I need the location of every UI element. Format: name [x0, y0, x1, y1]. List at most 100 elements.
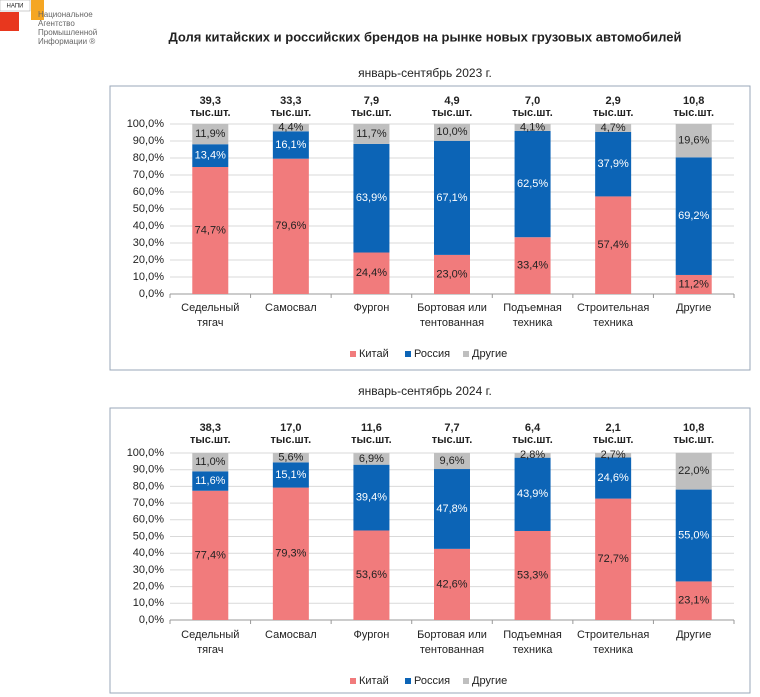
x-tick-label-box: Подъемная техника: [503, 629, 562, 656]
bar-segment: [192, 471, 229, 491]
legend-swatch: [463, 351, 469, 357]
value-label: 11,9%: [195, 128, 226, 140]
total-label: 33,3: [280, 95, 301, 107]
page-title: Доля китайских и российских брендов на р…: [169, 29, 682, 44]
logo-text: Промышленной: [38, 28, 97, 37]
y-tick-label: 90,0%: [133, 464, 164, 476]
value-label: 69,2%: [678, 210, 709, 222]
bar-segment: [595, 498, 632, 620]
bar-segment: [272, 158, 309, 294]
value-label: 15,1%: [275, 469, 306, 481]
value-label: 33,4%: [517, 260, 548, 272]
legend-swatch: [350, 678, 356, 684]
logo-square: [0, 12, 19, 31]
total-label: 7,7: [444, 422, 459, 434]
bar-segment: [514, 124, 551, 131]
value-label: 24,6%: [598, 472, 629, 484]
value-label: 55,0%: [678, 529, 709, 541]
value-label: 79,3%: [275, 548, 306, 560]
total-unit: тыс.шт.: [512, 107, 553, 119]
value-label: 4,1%: [520, 121, 545, 133]
total-label: 39,3: [200, 95, 221, 107]
value-label: 6,9%: [359, 453, 384, 465]
total-unit: тыс.шт.: [271, 434, 312, 446]
total-label: 10,8: [683, 422, 704, 434]
value-label: 42,6%: [436, 578, 467, 590]
x-tick-label: Строительная техника: [576, 629, 650, 656]
total-unit: тыс.шт.: [271, 107, 312, 119]
bar-segment: [272, 462, 309, 488]
value-label: 67,1%: [436, 192, 467, 204]
bar-segment: [675, 581, 712, 620]
total-unit: тыс.шт.: [593, 107, 634, 119]
bar-segment: [353, 252, 390, 294]
y-tick-label: 30,0%: [133, 237, 164, 249]
value-label: 11,7%: [356, 128, 387, 140]
bar-segment: [353, 530, 390, 620]
total-label: 2,9: [605, 95, 620, 107]
y-tick-label: 70,0%: [133, 169, 164, 181]
value-label: 63,9%: [356, 192, 387, 204]
total-label: 4,9: [444, 95, 459, 107]
x-tick-label: Фургон: [353, 629, 390, 641]
legend-swatch: [405, 678, 411, 684]
value-label: 23,1%: [678, 595, 709, 607]
x-tick-label: Седельный тягач: [181, 629, 240, 656]
legend-label: Россия: [414, 348, 450, 360]
x-tick-label-box: Бортовая или тентованная: [417, 629, 487, 656]
total-label: 6,4: [525, 422, 541, 434]
x-tick-label-box: Другие: [676, 302, 711, 314]
total-label: 7,0: [525, 95, 540, 107]
value-label: 11,0%: [195, 456, 226, 468]
bar-segment: [353, 143, 390, 253]
chart-subtitle: январь-сентябрь 2023 г.: [358, 66, 492, 80]
bar-segment: [353, 464, 390, 531]
bar-segment: [675, 489, 712, 582]
x-tick-label-box: Самосвал: [265, 629, 317, 641]
value-label: 23,0%: [436, 268, 467, 280]
value-label: 53,3%: [517, 569, 548, 581]
y-tick-label: 0,0%: [139, 288, 164, 300]
value-label: 4,4%: [278, 121, 303, 133]
y-tick-label: 60,0%: [133, 186, 164, 198]
total-unit: тыс.шт.: [351, 434, 392, 446]
x-tick-label-box: Фургон: [353, 629, 390, 641]
total-unit: тыс.шт.: [432, 434, 473, 446]
value-label: 57,4%: [598, 239, 629, 251]
y-tick-label: 70,0%: [133, 497, 164, 509]
value-label: 11,2%: [679, 278, 710, 290]
value-label: 22,0%: [678, 465, 709, 477]
bar-segment: [434, 140, 470, 255]
x-tick-label-box: Седельный тягач: [181, 629, 240, 656]
y-tick-label: 50,0%: [133, 530, 164, 542]
x-tick-label: Самосвал: [265, 302, 317, 314]
bar-segment: [595, 131, 632, 197]
bar-segment: [514, 130, 551, 238]
bar-segment: [595, 453, 632, 458]
total-unit: тыс.шт.: [673, 107, 714, 119]
x-tick-label-box: Строительная техника: [576, 629, 650, 656]
x-tick-label: Подъемная техника: [503, 302, 562, 329]
y-tick-label: 90,0%: [133, 135, 164, 147]
value-label: 5,6%: [278, 452, 303, 464]
bar-segment: [192, 144, 229, 168]
value-label: 11,6%: [195, 475, 226, 487]
y-tick-label: 30,0%: [133, 564, 164, 576]
bar-segment: [434, 453, 470, 470]
value-label: 62,5%: [517, 178, 548, 190]
value-label: 77,4%: [195, 549, 226, 561]
bar-segment: [434, 548, 470, 620]
value-label: 39,4%: [356, 491, 387, 503]
value-label: 79,6%: [275, 220, 306, 232]
y-tick-label: 10,0%: [133, 271, 164, 283]
value-label: 10,0%: [436, 126, 467, 138]
y-tick-label: 10,0%: [133, 597, 164, 609]
bar-segment: [675, 274, 712, 294]
y-tick-label: 100,0%: [127, 118, 165, 130]
y-tick-label: 80,0%: [133, 480, 164, 492]
x-tick-label-box: Фургон: [354, 302, 390, 314]
value-label: 47,8%: [436, 503, 467, 515]
bar-segment: [192, 124, 229, 145]
